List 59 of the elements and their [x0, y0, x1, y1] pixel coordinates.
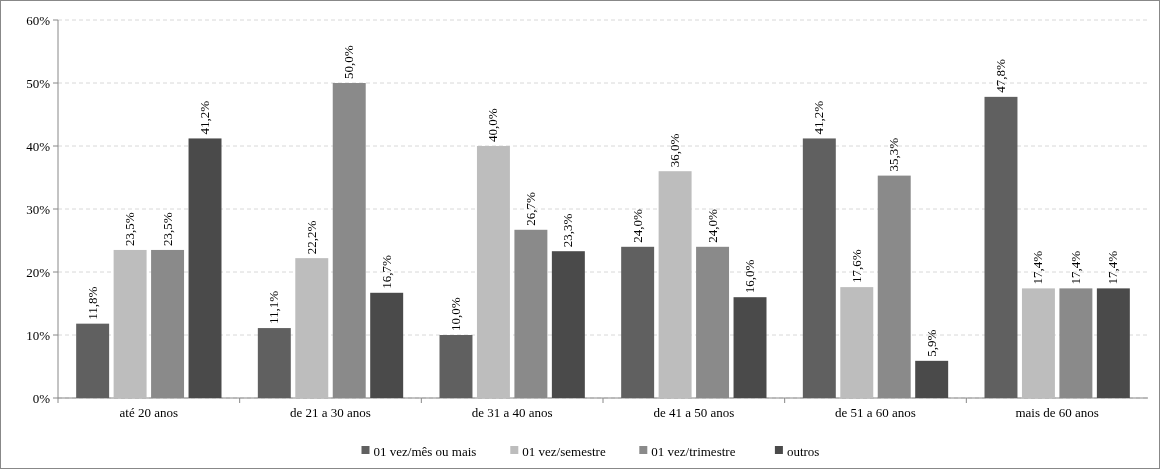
data-label: 16,7% — [378, 255, 394, 289]
bar — [188, 138, 222, 398]
data-label: 41,2% — [197, 100, 213, 135]
bar — [476, 146, 510, 398]
data-label: 11,8% — [84, 286, 100, 320]
bar — [1021, 288, 1055, 398]
data-label: 47,8% — [992, 59, 1008, 93]
data-label: 24,0% — [704, 209, 720, 243]
y-tick-label: 40% — [26, 138, 51, 154]
data-label: 17,4% — [1067, 250, 1083, 285]
data-label: 50,0% — [341, 45, 357, 79]
bar — [915, 360, 949, 398]
bar — [1096, 288, 1130, 398]
data-label: 16,0% — [742, 259, 758, 294]
bar — [257, 328, 291, 398]
bar — [439, 335, 473, 398]
x-tick-label: mais de 60 anos — [1015, 405, 1099, 420]
x-tick-label: de 31 a 40 anos — [471, 405, 553, 420]
data-label: 17,4% — [1105, 250, 1121, 285]
data-label: 23,5% — [159, 212, 175, 246]
y-tick-label: 50% — [26, 75, 51, 91]
legend-label: 01 vez/semestre — [522, 443, 606, 459]
bar — [113, 249, 147, 398]
data-label: 35,3% — [886, 137, 902, 172]
legend-label: outros — [786, 443, 820, 459]
y-tick-label: 0% — [32, 390, 51, 406]
legend-label: 01 vez/trimestre — [651, 443, 736, 459]
bar — [733, 297, 767, 398]
data-label: 41,2% — [811, 100, 827, 135]
bar — [370, 292, 404, 398]
data-label: 40,0% — [485, 108, 501, 142]
data-label: 17,4% — [1030, 250, 1046, 285]
data-label: 36,0% — [667, 133, 683, 168]
x-tick-label: até 20 anos — [119, 405, 179, 420]
data-label: 17,6% — [848, 249, 864, 284]
data-label: 24,0% — [629, 209, 645, 243]
bar — [76, 323, 110, 398]
data-label: 11,1% — [266, 290, 282, 325]
x-tick-label: de 41 a 50 anos — [653, 405, 735, 420]
bar — [840, 287, 874, 398]
legend-label: 01 vez/mês ou mais — [373, 443, 477, 459]
bar — [551, 251, 585, 398]
y-tick-label: 60% — [26, 12, 51, 28]
data-label: 26,7% — [522, 192, 538, 226]
data-label: 5,9% — [923, 329, 939, 357]
y-tick-label: 10% — [26, 327, 51, 343]
bar — [621, 246, 655, 398]
x-tick-label: de 51 a 60 anos — [835, 405, 916, 420]
bar — [295, 258, 329, 398]
data-label: 10,0% — [447, 297, 463, 331]
data-label: 22,2% — [303, 220, 319, 255]
data-label: 23,3% — [560, 213, 576, 248]
y-tick-label: 20% — [26, 264, 51, 280]
data-label: 23,5% — [122, 212, 138, 246]
bar — [984, 96, 1018, 398]
y-tick-label: 30% — [26, 201, 51, 217]
bar — [658, 171, 692, 398]
bar — [802, 138, 836, 398]
x-tick-label: de 21 a 30 anos — [290, 405, 371, 420]
